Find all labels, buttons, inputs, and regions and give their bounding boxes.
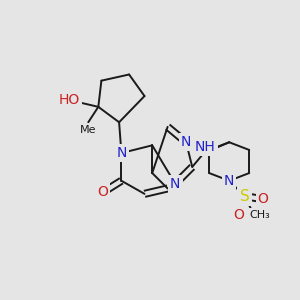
Text: N: N — [170, 177, 181, 191]
Text: N: N — [224, 174, 234, 188]
Text: N: N — [116, 146, 127, 160]
Text: Me: Me — [80, 125, 97, 135]
Text: CH₃: CH₃ — [250, 210, 270, 220]
Text: O: O — [258, 192, 268, 206]
Text: N: N — [181, 135, 191, 149]
Text: NH: NH — [195, 140, 216, 154]
Text: HO: HO — [58, 93, 80, 107]
Text: S: S — [240, 189, 250, 204]
Text: O: O — [98, 185, 108, 199]
Text: O: O — [233, 208, 244, 222]
